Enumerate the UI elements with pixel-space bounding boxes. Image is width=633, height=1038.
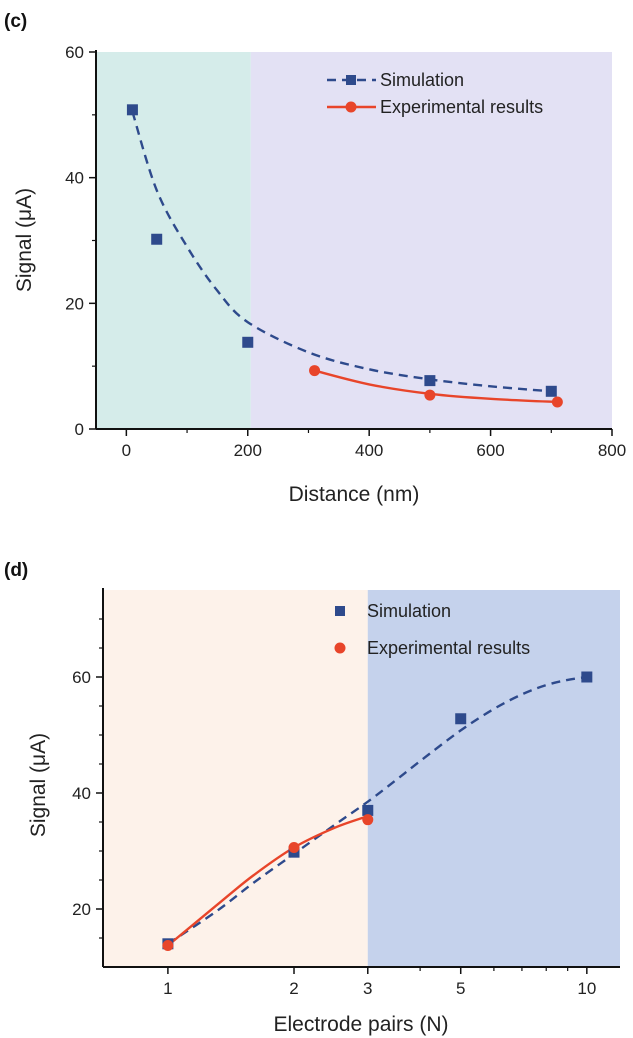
panel-d-y-axis-title: Signal (μA) — [27, 733, 50, 837]
panel-d-background — [103, 590, 620, 967]
x-tick-label: 1 — [163, 979, 172, 998]
legend-experimental-marker — [345, 101, 357, 113]
y-tick-label: 60 — [65, 43, 84, 62]
x-tick-label: 600 — [476, 441, 504, 460]
x-tick-label: 400 — [355, 441, 383, 460]
background-region-1 — [96, 52, 251, 429]
legend-simulation-label: Simulation — [380, 70, 464, 90]
panel-c-background — [96, 52, 613, 429]
simulation-point — [581, 671, 593, 683]
x-tick-label: 3 — [363, 979, 372, 998]
legend-experimental-label: Experimental results — [367, 638, 530, 658]
experimental-results-point — [362, 814, 374, 826]
simulation-point — [151, 233, 163, 245]
x-tick-label: 2 — [289, 979, 298, 998]
x-tick-label: 10 — [577, 979, 596, 998]
simulation-point — [424, 375, 436, 387]
x-tick-label: 5 — [456, 979, 465, 998]
experimental-results-point — [309, 365, 321, 377]
legend-simulation-label: Simulation — [367, 601, 451, 621]
panel-c-axes: 0 200 400 600 800 0 20 40 60 — [65, 43, 626, 460]
experimental-results-point — [288, 842, 300, 854]
panel-d-points — [162, 671, 593, 952]
panel-d-chart: (d) 1 2 3 5 10 20 40 60 Simulation Experimental… — [4, 560, 620, 1036]
simulation-point — [126, 104, 138, 116]
legend-simulation-marker — [346, 75, 356, 85]
background-region-2 — [250, 52, 613, 429]
background-region-2 — [367, 590, 620, 967]
simulation-point — [362, 804, 374, 816]
y-tick-label: 0 — [75, 420, 84, 439]
x-tick-label: 800 — [598, 441, 626, 460]
panel-c-y-axis-title: Signal (μA) — [13, 188, 36, 292]
panel-d-axes: 1 2 3 5 10 20 40 60 — [72, 588, 620, 998]
simulation-fit-line — [167, 675, 587, 945]
y-tick-label: 60 — [72, 668, 91, 687]
y-tick-label: 20 — [72, 900, 91, 919]
simulation-point — [455, 713, 467, 725]
experimental-results-point — [551, 396, 563, 408]
y-tick-label: 40 — [72, 784, 91, 803]
simulation-point — [545, 385, 557, 397]
panel-c-x-axis-title: Distance (nm) — [289, 483, 420, 506]
x-tick-label: 200 — [234, 441, 262, 460]
panel-d-legend: Simulation Experimental results — [334, 601, 530, 658]
panel-c-points — [126, 104, 563, 408]
legend-experimental-marker — [334, 642, 346, 654]
experimental-results-point — [424, 389, 436, 401]
panel-d-label: (d) — [4, 560, 28, 581]
experimental-results-fit-line — [167, 815, 369, 947]
legend-simulation-marker — [335, 606, 345, 616]
panel-c-legend: Simulation Experimental results — [327, 70, 543, 117]
experimental-results-point — [162, 940, 174, 952]
y-tick-label: 20 — [65, 294, 84, 313]
legend-experimental-label: Experimental results — [380, 97, 543, 117]
panel-c-chart: (c) 0 200 400 600 800 0 20 40 60 Simulation Expe… — [4, 11, 626, 506]
panel-c-label: (c) — [4, 11, 27, 32]
panel-d-lines — [167, 675, 587, 947]
x-tick-label: 0 — [122, 441, 131, 460]
panel-d-x-axis-title: Electrode pairs (N) — [273, 1013, 448, 1036]
y-tick-label: 40 — [65, 169, 84, 188]
simulation-point — [242, 336, 254, 348]
background-region-1 — [103, 590, 368, 967]
